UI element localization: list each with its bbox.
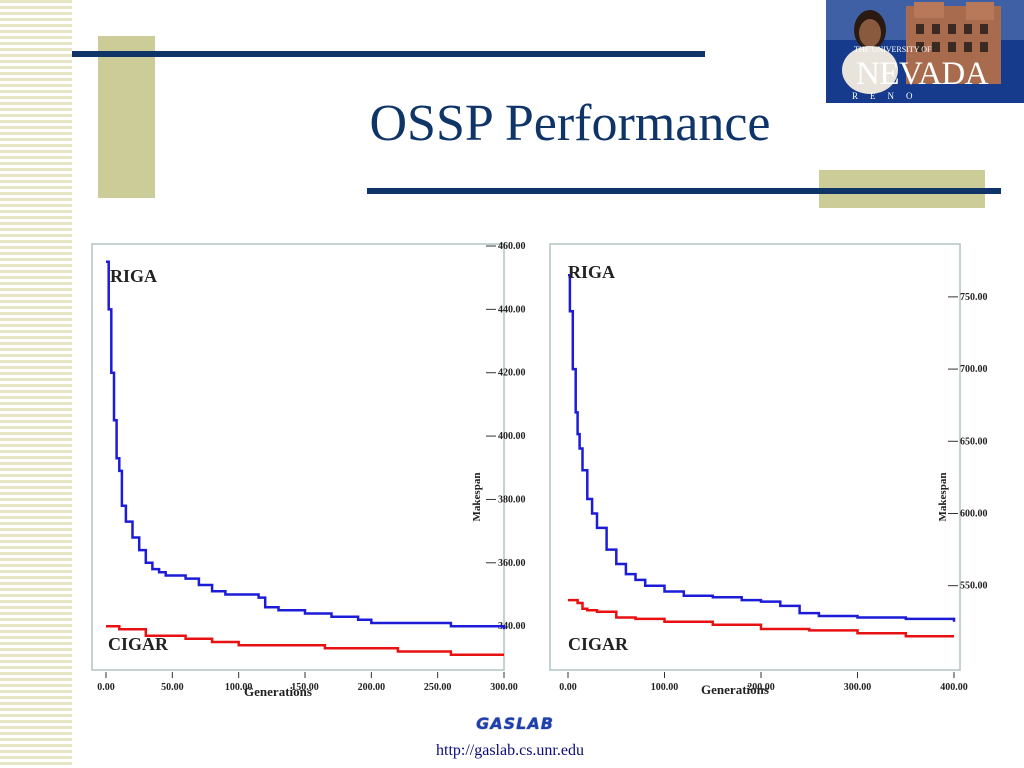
gaslab-logo: GASLAB	[476, 714, 554, 733]
x-axis-label: Generations	[701, 682, 769, 697]
series-line-riga	[568, 273, 956, 622]
x-tick-label: 400.00	[940, 682, 968, 693]
decorative-stripes	[0, 0, 72, 768]
decorative-block-left	[98, 36, 155, 198]
x-tick-label: 0.00	[559, 682, 577, 693]
university-logo: THE UNIVERSITY OF NEVADA RENO	[826, 0, 1024, 103]
x-tick-label: 250.00	[424, 682, 452, 693]
y-tick-label: 600.00	[960, 508, 988, 519]
x-tick-label: 300.00	[490, 682, 518, 693]
x-tick-label: 300.00	[844, 682, 872, 693]
chart-right: 550.00 600.00 650.00 700.00 750.00 0.00 100.00…	[546, 240, 1006, 710]
y-tick-label: 750.00	[960, 292, 988, 303]
x-tick-label: 100.00	[651, 682, 679, 693]
x-tick-label: 150.00	[291, 682, 319, 693]
chart-frame	[91, 243, 505, 671]
y-tick-label: 460.00	[498, 241, 526, 252]
y-tick-label: 420.00	[498, 368, 526, 379]
x-tick-label: 0.00	[97, 682, 115, 693]
y-tick-label: 400.00	[498, 431, 526, 442]
y-tick-label: 340.00	[498, 621, 526, 632]
y-tick-label: 700.00	[960, 364, 988, 375]
y-tick-label: 440.00	[498, 304, 526, 315]
series-line-cigar	[106, 624, 504, 656]
title-rule-top	[72, 51, 705, 57]
series-label-riga: RIGA	[110, 266, 157, 286]
series-label-cigar: CIGAR	[568, 634, 629, 654]
y-axis-label: Makespan	[937, 473, 949, 522]
slide-title: OSSP Performance	[369, 95, 771, 152]
y-axis-label: Makespan	[471, 473, 483, 522]
title-rule-bottom	[367, 188, 1001, 194]
x-tick-label: 50.00	[161, 682, 184, 693]
chart-left-svg: 340.00 360.00 380.00 400.00 420.00 440.00 460.…	[91, 241, 526, 699]
chart-left: 340.00 360.00 380.00 400.00 420.00 440.00 460.…	[86, 240, 538, 710]
series-line-cigar	[568, 598, 954, 638]
series-label-riga: RIGA	[568, 262, 615, 282]
y-tick-label: 380.00	[498, 494, 526, 505]
footer-url[interactable]: http://gaslab.cs.unr.edu	[436, 742, 584, 759]
logo-line1: THE UNIVERSITY OF	[854, 45, 932, 54]
series-line-riga	[106, 260, 506, 630]
y-tick-label: 650.00	[960, 436, 988, 447]
logo-background	[826, 0, 1024, 103]
x-tick-label: 200.00	[747, 682, 775, 693]
x-tick-label: 100.00	[225, 682, 253, 693]
series-label-cigar: CIGAR	[108, 634, 169, 654]
chart-frame	[549, 243, 961, 671]
y-tick-label: 360.00	[498, 558, 526, 569]
y-tick-label: 550.00	[960, 581, 988, 592]
chart-right-svg: 550.00 600.00 650.00 700.00 750.00 0.00 100.00…	[549, 243, 988, 697]
x-tick-label: 200.00	[358, 682, 386, 693]
logo-line3: RENO	[852, 91, 925, 101]
x-axis-label: Generations	[244, 684, 312, 699]
logo-line2: NEVADA	[856, 56, 989, 92]
